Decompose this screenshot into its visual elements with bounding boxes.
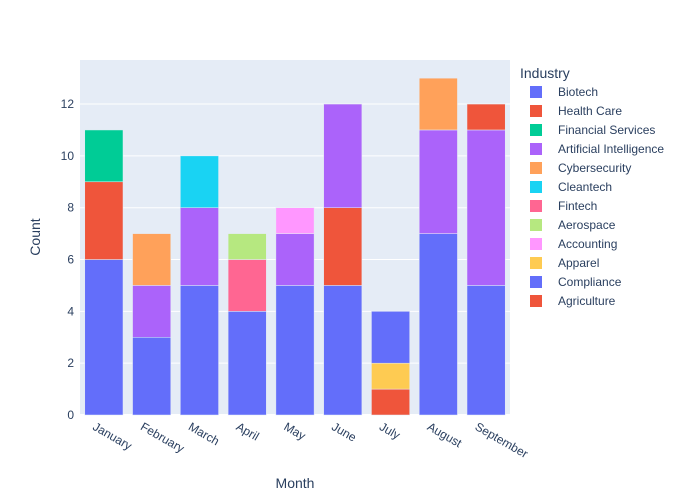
y-axis-title: Count bbox=[27, 218, 43, 255]
x-axis-title: Month bbox=[276, 475, 315, 491]
bar-segment-cleantech-march[interactable] bbox=[180, 155, 219, 208]
legend-swatch[interactable] bbox=[530, 219, 542, 231]
bar-segment-health-care-january[interactable] bbox=[84, 181, 124, 260]
y-tick-label: 6 bbox=[67, 253, 74, 267]
legend-item-label[interactable]: Health Care bbox=[558, 104, 622, 118]
legend-swatch[interactable] bbox=[530, 124, 542, 136]
legend-item-label[interactable]: Accounting bbox=[558, 237, 617, 251]
legend-swatch[interactable] bbox=[530, 162, 542, 174]
x-tick-label: September bbox=[473, 419, 531, 460]
x-tick-labels: January February March April May June July Augu… bbox=[90, 419, 530, 460]
bar-segment-artificial-intelligence-august[interactable] bbox=[418, 129, 458, 234]
bar-segment-biotech-june[interactable] bbox=[323, 285, 363, 416]
bar-segment-biotech-may[interactable] bbox=[275, 285, 315, 416]
legend-swatch[interactable] bbox=[530, 295, 542, 307]
y-tick-label: 12 bbox=[61, 97, 75, 111]
legend-swatch[interactable] bbox=[530, 238, 542, 250]
bar-segment-biotech-august[interactable] bbox=[418, 233, 458, 416]
bar-segment-fintech-april[interactable] bbox=[227, 259, 267, 312]
y-tick-label: 8 bbox=[67, 201, 74, 215]
legend-item-label[interactable]: Fintech bbox=[558, 199, 597, 213]
legend-swatch[interactable] bbox=[530, 105, 542, 117]
y-tick-label: 10 bbox=[61, 149, 75, 163]
legend-item-label[interactable]: Biotech bbox=[558, 85, 598, 99]
y-tick-label: 0 bbox=[67, 408, 74, 422]
bar-segment-agriculture-july[interactable] bbox=[371, 388, 410, 416]
bar-segment-aerospace-april[interactable] bbox=[227, 233, 267, 260]
legend-swatch[interactable] bbox=[530, 200, 542, 212]
bar-segment-artificial-intelligence-march[interactable] bbox=[180, 207, 219, 286]
legend-item-label[interactable]: Apparel bbox=[558, 256, 599, 270]
legend-swatch[interactable] bbox=[530, 257, 542, 269]
bars-layer bbox=[84, 77, 506, 416]
bar-segment-accounting-may[interactable] bbox=[275, 207, 315, 234]
bar-segment-biotech-january[interactable] bbox=[84, 259, 124, 416]
y-tick-labels: 0 2 4 6 8 10 12 bbox=[61, 97, 75, 422]
bar-segment-cybersecurity-august[interactable] bbox=[418, 77, 458, 131]
legend-swatch[interactable] bbox=[530, 143, 542, 155]
legend-item-label[interactable]: Artificial Intelligence bbox=[558, 142, 664, 156]
legend-swatch[interactable] bbox=[530, 181, 542, 193]
legend-item-label[interactable]: Cybersecurity bbox=[558, 161, 631, 175]
bar-segment-artificial-intelligence-june[interactable] bbox=[323, 103, 363, 208]
x-tick-label: March bbox=[186, 419, 222, 448]
bar-segment-agriculture-september[interactable] bbox=[466, 103, 506, 131]
bar-segment-artificial-intelligence-may[interactable] bbox=[275, 233, 315, 286]
bar-segment-health-care-june[interactable] bbox=[323, 207, 363, 286]
x-tick-label: May bbox=[282, 419, 309, 442]
x-tick-label: July bbox=[377, 419, 402, 442]
legend-item-label[interactable]: Compliance bbox=[558, 275, 622, 289]
bar-segment-apparel-july[interactable] bbox=[371, 362, 410, 390]
bar-segment-compliance-july[interactable] bbox=[371, 311, 410, 364]
bar-segment-artificial-intelligence-september[interactable] bbox=[466, 129, 506, 286]
legend-item-label[interactable]: Cleantech bbox=[558, 180, 612, 194]
legend-swatch[interactable] bbox=[530, 276, 542, 288]
bar-segment-biotech-april[interactable] bbox=[227, 311, 267, 416]
bar-segment-cybersecurity-february[interactable] bbox=[132, 233, 172, 286]
bar-segment-financial-services-january[interactable] bbox=[84, 129, 124, 183]
x-tick-label: January bbox=[90, 419, 134, 452]
legend-item-label[interactable]: Agriculture bbox=[558, 294, 616, 308]
legend-title: Industry bbox=[520, 65, 570, 81]
legend-item-label[interactable]: Financial Services bbox=[558, 123, 655, 137]
x-tick-label: April bbox=[234, 419, 262, 443]
x-tick-label: June bbox=[329, 419, 359, 444]
bar-segment-biotech-september[interactable] bbox=[466, 285, 506, 416]
legend-item-label[interactable]: Aerospace bbox=[558, 218, 616, 232]
bar-segment-biotech-march[interactable] bbox=[180, 285, 219, 416]
x-tick-label: February bbox=[138, 419, 187, 455]
legend-swatch[interactable] bbox=[530, 86, 542, 98]
x-tick-label: August bbox=[425, 419, 465, 450]
y-tick-label: 4 bbox=[67, 304, 74, 318]
legend: Industry Biotech Health Care Financial Ser… bbox=[520, 65, 664, 308]
y-tick-label: 2 bbox=[67, 356, 74, 370]
bar-segment-artificial-intelligence-february[interactable] bbox=[132, 285, 172, 338]
bar-segment-biotech-february[interactable] bbox=[132, 337, 172, 416]
